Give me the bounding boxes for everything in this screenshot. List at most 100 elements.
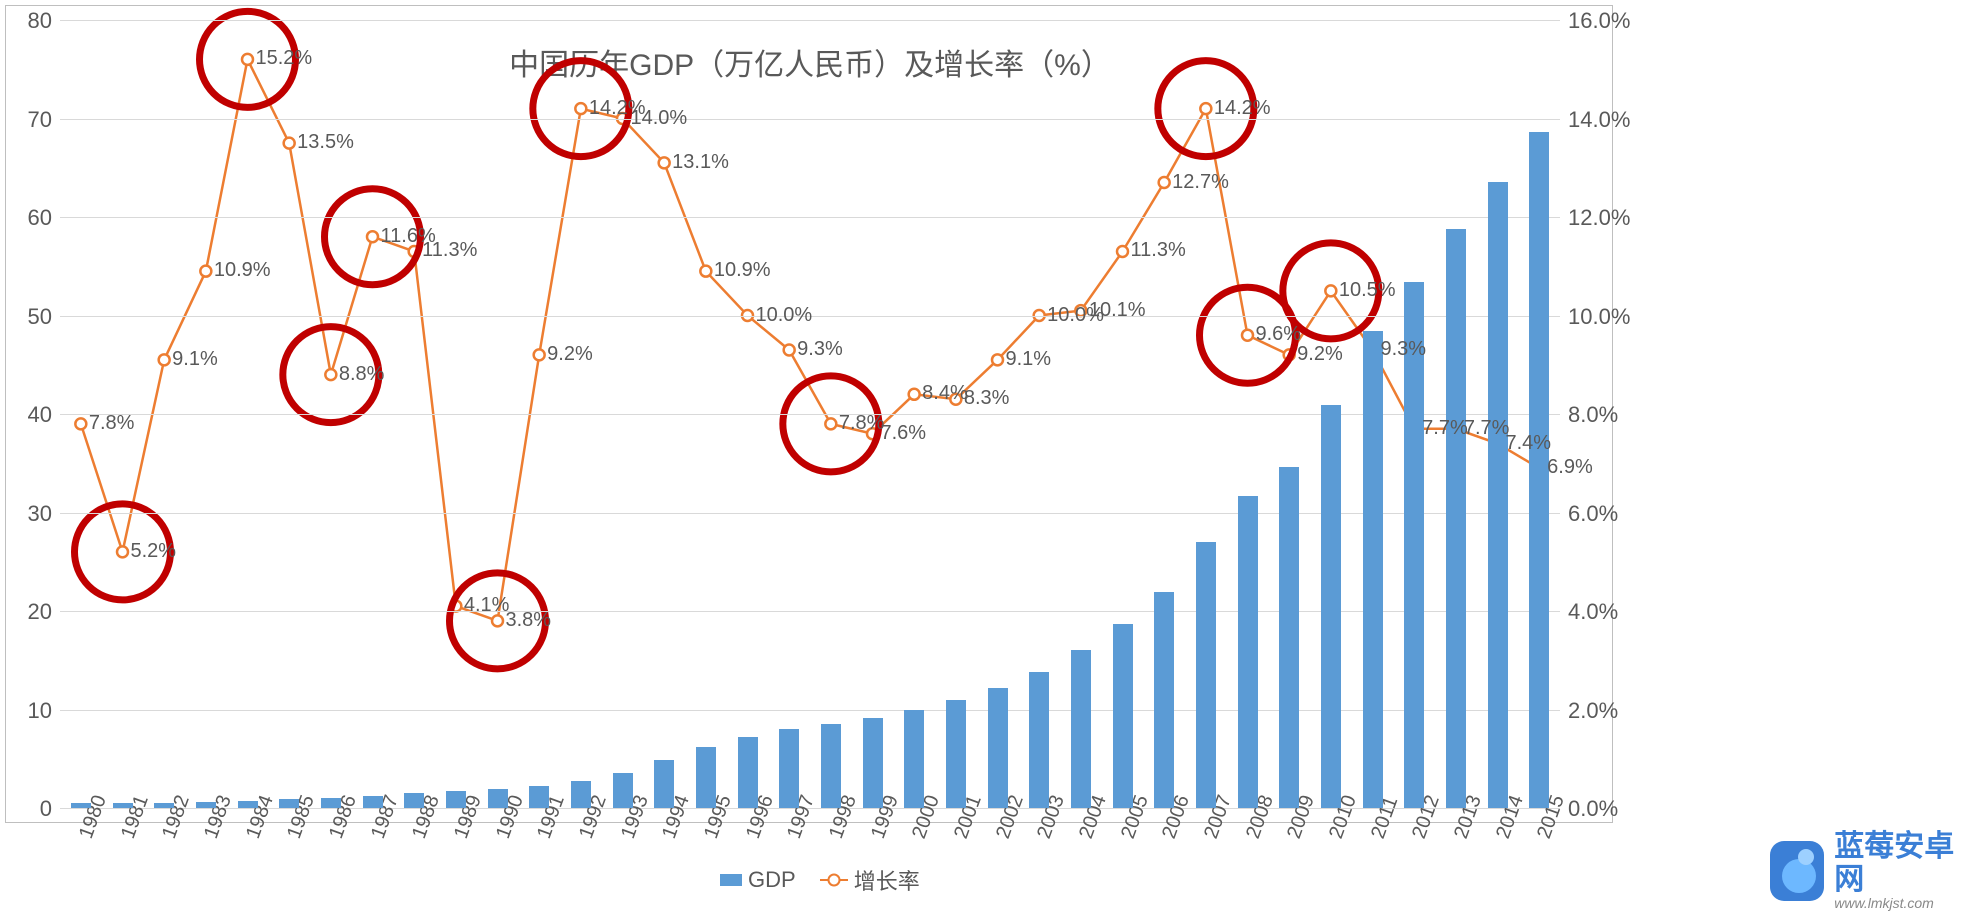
growth-label: 9.1% <box>172 348 218 371</box>
gdp-bar <box>1029 672 1049 808</box>
gdp-bar <box>321 798 341 808</box>
gridline <box>60 217 1560 218</box>
growth-label: 7.6% <box>881 422 927 445</box>
growth-label: 10.5% <box>1339 279 1396 302</box>
growth-label: 10.9% <box>714 259 771 282</box>
gridline <box>60 20 1560 21</box>
y2-tick-label: 4.0% <box>1568 599 1618 625</box>
gdp-bar <box>1196 542 1216 808</box>
gdp-bar <box>113 803 133 808</box>
growth-label: 7.8% <box>839 412 885 435</box>
growth-label: 12.7% <box>1172 171 1229 194</box>
gdp-bar <box>988 688 1008 808</box>
y1-tick-label: 30 <box>28 501 52 527</box>
gdp-bar <box>1113 624 1133 808</box>
growth-label: 3.8% <box>506 609 552 632</box>
growth-marker <box>909 389 920 400</box>
gdp-bar <box>1321 405 1341 808</box>
gdp-bar <box>738 737 758 808</box>
legend-item: 增长率 <box>820 864 920 896</box>
growth-label: 9.2% <box>547 343 593 366</box>
growth-marker <box>200 266 211 277</box>
gdp-bar <box>238 801 258 808</box>
growth-marker <box>367 231 378 242</box>
gdp-bar <box>1446 229 1466 808</box>
y1-tick-label: 20 <box>28 599 52 625</box>
growth-label: 13.5% <box>297 131 354 154</box>
gdp-bar <box>488 789 508 808</box>
growth-marker <box>992 354 1003 365</box>
growth-marker <box>284 138 295 149</box>
growth-label: 6.9% <box>1547 456 1593 479</box>
gdp-bar <box>696 747 716 808</box>
y1-tick-label: 0 <box>40 796 52 822</box>
growth-label: 8.4% <box>922 382 968 405</box>
growth-label: 11.3% <box>1131 239 1186 262</box>
growth-label: 10.0% <box>756 304 813 327</box>
growth-marker <box>242 54 253 65</box>
growth-label: 15.2% <box>256 47 313 70</box>
gdp-bar <box>196 802 216 808</box>
legend-label: 增长率 <box>854 864 920 896</box>
growth-marker <box>117 546 128 557</box>
gdp-bar <box>571 781 591 808</box>
y1-tick-label: 60 <box>28 205 52 231</box>
gdp-bar <box>529 786 549 808</box>
y1-tick-label: 50 <box>28 304 52 330</box>
gdp-bar <box>1363 331 1383 808</box>
blueberry-icon <box>1770 841 1824 901</box>
growth-label: 14.2% <box>1214 97 1271 120</box>
gdp-bar <box>821 724 841 808</box>
y1-tick-label: 70 <box>28 107 52 133</box>
growth-marker <box>659 157 670 168</box>
gridline <box>60 119 1560 120</box>
growth-marker <box>1242 330 1253 341</box>
growth-marker <box>534 349 545 360</box>
growth-label: 9.3% <box>1381 338 1427 361</box>
gdp-bar <box>1529 132 1549 808</box>
gdp-bar <box>779 729 799 808</box>
growth-label: 7.7% <box>1464 417 1510 440</box>
growth-label: 9.1% <box>1006 348 1052 371</box>
watermark-logo-block: 蓝莓安卓网 www.lmkjst.com <box>1770 830 1970 911</box>
growth-label: 9.3% <box>797 338 843 361</box>
gdp-bar <box>1154 592 1174 808</box>
growth-marker <box>700 266 711 277</box>
watermark-cn: 蓝莓安卓网 <box>1834 830 1970 896</box>
growth-label: 5.2% <box>131 540 177 563</box>
growth-label: 9.6% <box>1256 323 1302 346</box>
y2-tick-label: 6.0% <box>1568 501 1618 527</box>
legend-label: GDP <box>748 867 796 893</box>
gdp-bar <box>363 796 383 808</box>
chart-svg <box>0 0 1970 900</box>
gdp-bar <box>1238 496 1258 808</box>
growth-marker <box>1117 246 1128 257</box>
y1-tick-label: 10 <box>28 698 52 724</box>
gdp-bar <box>863 718 883 808</box>
growth-marker <box>1200 103 1211 114</box>
gdp-bar <box>654 760 674 808</box>
growth-label: 9.2% <box>1297 343 1343 366</box>
legend-swatch-line-icon <box>820 879 848 881</box>
watermark-url: www.lmkjst.com <box>1834 896 1970 911</box>
watermark-text: 蓝莓安卓网 www.lmkjst.com <box>1834 830 1970 911</box>
growth-label: 4.1% <box>464 594 510 617</box>
growth-label: 10.1% <box>1089 299 1146 322</box>
growth-label: 10.9% <box>214 259 271 282</box>
gdp-bar <box>446 791 466 808</box>
y1-tick-label: 40 <box>28 402 52 428</box>
y2-tick-label: 14.0% <box>1568 107 1630 133</box>
y1-tick-label: 80 <box>28 8 52 34</box>
y2-tick-label: 0.0% <box>1568 796 1618 822</box>
chart-root: 中国历年GDP（万亿人民币）及增长率（%） 010203040506070800… <box>0 0 1970 900</box>
growth-marker <box>1325 285 1336 296</box>
growth-label: 8.3% <box>964 387 1010 410</box>
growth-label: 8.8% <box>339 363 385 386</box>
y2-tick-label: 16.0% <box>1568 8 1630 34</box>
y2-tick-label: 10.0% <box>1568 304 1630 330</box>
y2-tick-label: 12.0% <box>1568 205 1630 231</box>
growth-marker <box>75 418 86 429</box>
growth-marker <box>784 344 795 355</box>
growth-marker <box>575 103 586 114</box>
gdp-bar <box>1279 467 1299 808</box>
